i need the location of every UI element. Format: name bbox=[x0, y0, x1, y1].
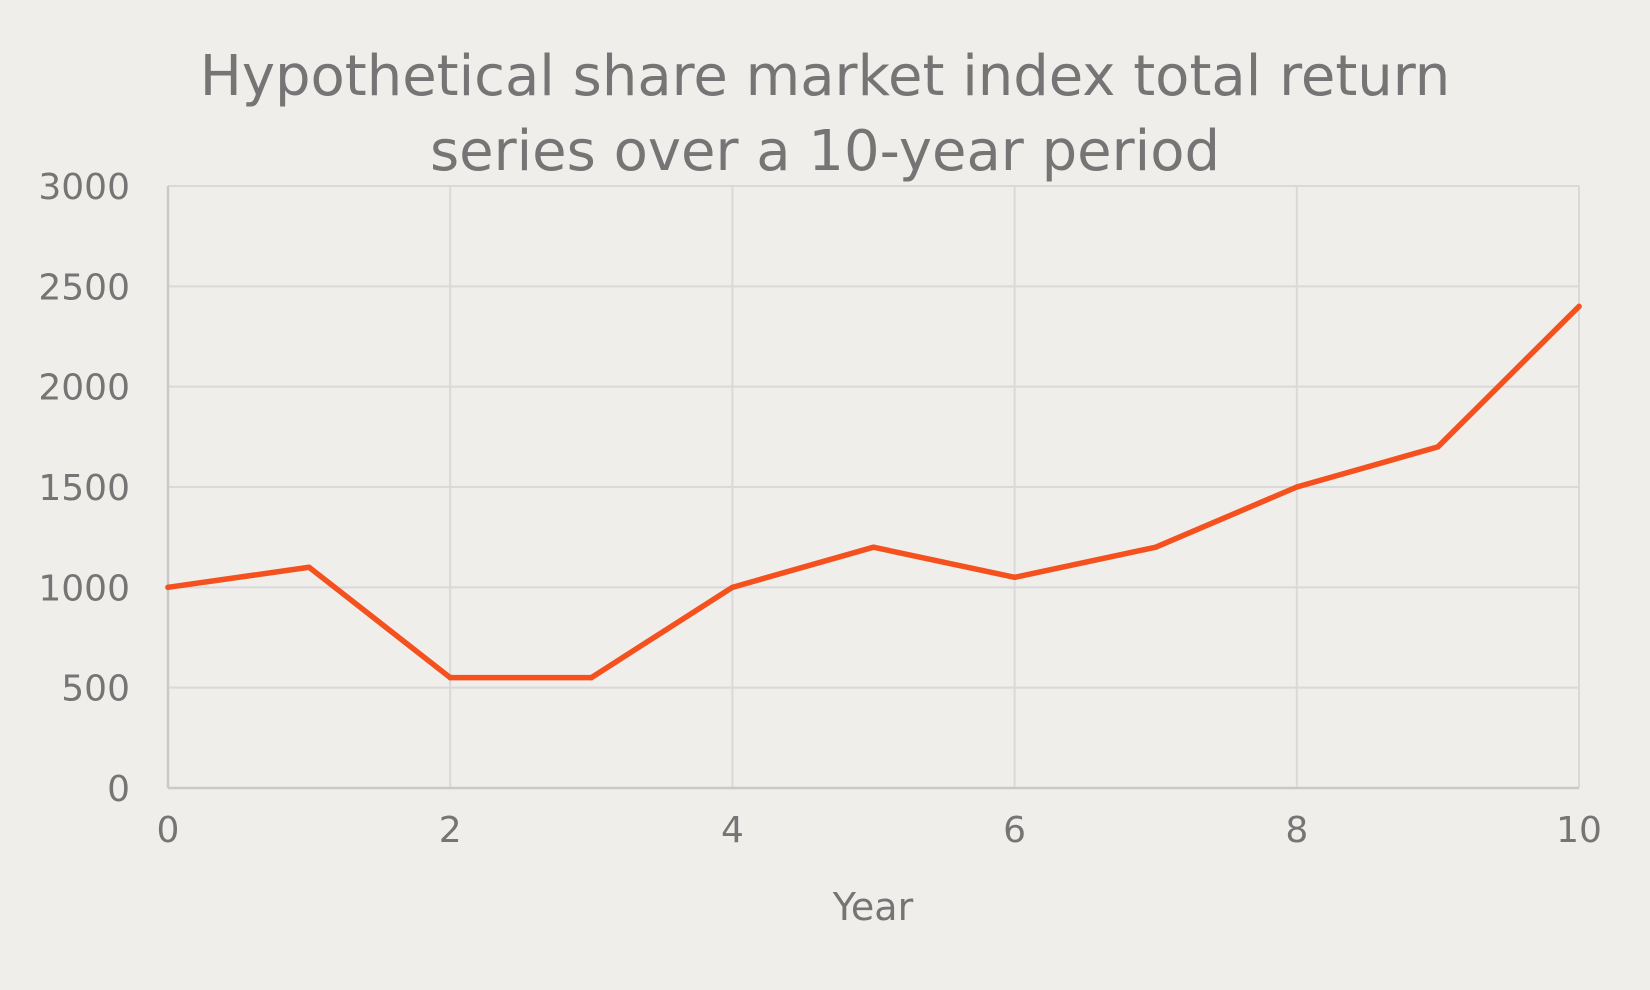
data-point bbox=[1152, 544, 1159, 550]
y-tick-label: 3000 bbox=[38, 167, 130, 208]
y-tick-label: 500 bbox=[61, 669, 130, 710]
gridlines bbox=[168, 185, 1580, 788]
x-tick-label: 0 bbox=[157, 810, 180, 851]
data-point bbox=[447, 674, 453, 681]
data-point bbox=[870, 544, 877, 550]
y-tick-label: 1000 bbox=[38, 568, 130, 609]
data-point bbox=[1435, 444, 1441, 450]
x-tick-label: 10 bbox=[1556, 810, 1602, 851]
x-tick-label: 2 bbox=[439, 810, 462, 851]
data-point bbox=[729, 584, 736, 591]
series-lines bbox=[165, 303, 1582, 681]
y-tick-label: 2500 bbox=[38, 267, 130, 308]
chart-title: Hypothetical share market index total re… bbox=[200, 44, 1451, 184]
x-tick-label: 4 bbox=[721, 810, 744, 851]
y-tick-label: 2000 bbox=[38, 368, 130, 409]
data-point bbox=[165, 584, 171, 591]
data-point bbox=[1576, 303, 1582, 310]
axes bbox=[166, 186, 1579, 790]
chart-title-line-2: series over a 10-year period bbox=[430, 119, 1220, 184]
data-point bbox=[1011, 574, 1018, 581]
data-point bbox=[1294, 484, 1300, 490]
series-line-0 bbox=[165, 303, 1582, 681]
data-point bbox=[588, 674, 595, 681]
y-tick-label: 0 bbox=[107, 769, 130, 810]
x-tick-label: 6 bbox=[1003, 810, 1026, 851]
y-tick-label: 1500 bbox=[38, 468, 130, 509]
chart-title-line-1: Hypothetical share market index total re… bbox=[200, 44, 1451, 109]
y-axis-tick-labels: 0 500 1000 1500 2000 2500 3000 bbox=[38, 167, 130, 810]
x-axis-title: Year bbox=[832, 885, 914, 929]
data-point bbox=[306, 564, 312, 571]
x-axis-tick-labels: 0 2 4 6 8 10 bbox=[157, 810, 1602, 851]
x-tick-label: 8 bbox=[1285, 810, 1308, 851]
